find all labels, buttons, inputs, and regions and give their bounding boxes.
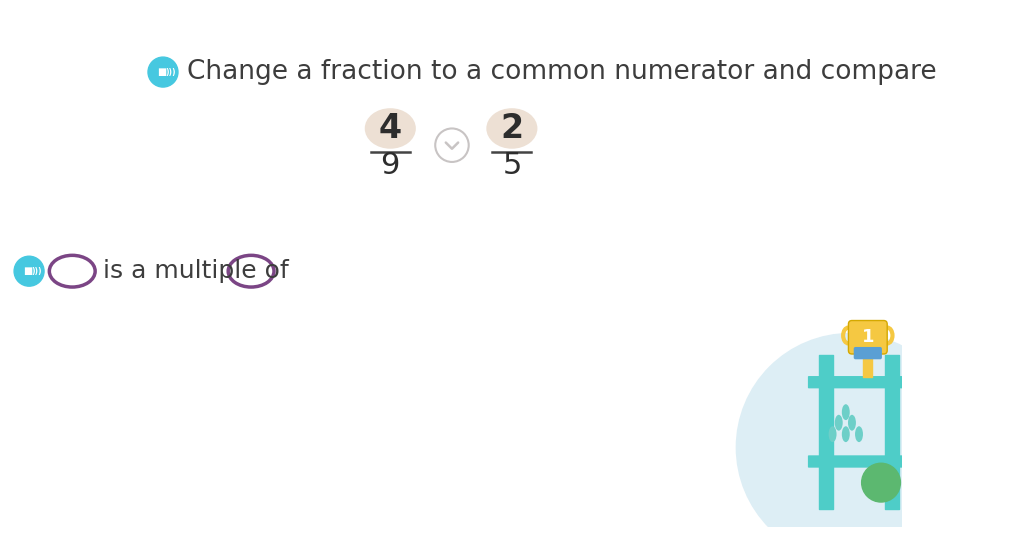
Ellipse shape bbox=[855, 426, 863, 442]
FancyBboxPatch shape bbox=[849, 320, 887, 354]
Ellipse shape bbox=[835, 415, 843, 431]
Circle shape bbox=[861, 463, 900, 502]
Text: Change a fraction to a common numerator and compare: Change a fraction to a common numerator … bbox=[186, 59, 936, 85]
Text: 1: 1 bbox=[861, 328, 874, 346]
Text: ))): ))) bbox=[166, 68, 176, 77]
Ellipse shape bbox=[842, 426, 850, 442]
Circle shape bbox=[148, 57, 178, 87]
Text: ■: ■ bbox=[158, 67, 167, 77]
Text: 2: 2 bbox=[501, 112, 523, 145]
Text: 9: 9 bbox=[381, 151, 400, 180]
FancyBboxPatch shape bbox=[854, 347, 882, 360]
Ellipse shape bbox=[49, 255, 95, 287]
Ellipse shape bbox=[365, 108, 416, 149]
Text: 4: 4 bbox=[379, 112, 401, 145]
Text: is a multiple of: is a multiple of bbox=[103, 259, 289, 283]
FancyBboxPatch shape bbox=[808, 376, 911, 389]
Text: ■: ■ bbox=[24, 266, 33, 276]
Text: 5: 5 bbox=[502, 151, 521, 180]
Circle shape bbox=[14, 256, 44, 286]
Ellipse shape bbox=[486, 108, 538, 149]
FancyBboxPatch shape bbox=[808, 455, 911, 468]
Ellipse shape bbox=[848, 415, 856, 431]
Text: ))): ))) bbox=[32, 267, 42, 276]
Ellipse shape bbox=[228, 255, 274, 287]
Ellipse shape bbox=[828, 426, 837, 442]
Ellipse shape bbox=[842, 404, 850, 420]
Circle shape bbox=[735, 333, 965, 560]
